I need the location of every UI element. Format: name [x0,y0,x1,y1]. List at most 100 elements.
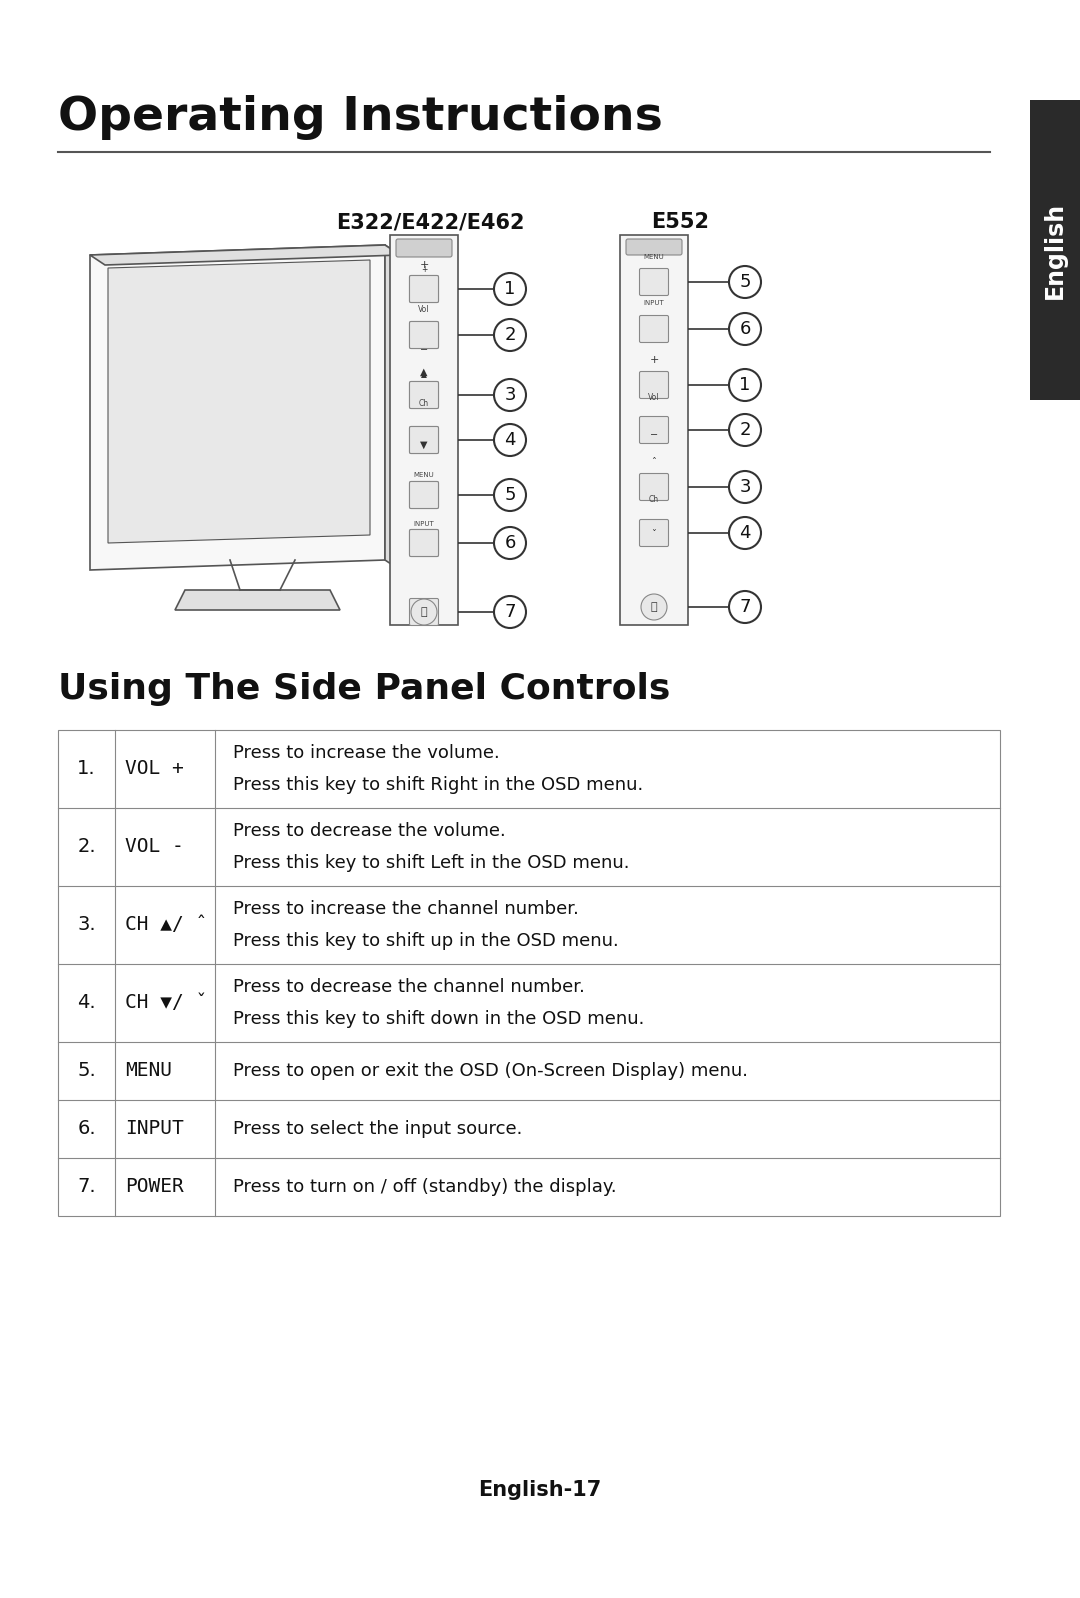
Text: MENU: MENU [644,254,664,260]
Text: Press to decrease the volume.: Press to decrease the volume. [233,823,505,841]
FancyBboxPatch shape [409,427,438,454]
FancyBboxPatch shape [639,519,669,547]
Text: 4: 4 [739,524,751,542]
Circle shape [729,591,761,623]
Text: Press to decrease the channel number.: Press to decrease the channel number. [233,978,585,997]
Text: Press to increase the volume.: Press to increase the volume. [233,745,500,762]
FancyBboxPatch shape [409,529,438,556]
Text: 3.: 3. [77,916,96,935]
FancyBboxPatch shape [409,427,438,454]
Text: MENU: MENU [414,471,434,478]
Polygon shape [390,235,458,625]
FancyBboxPatch shape [409,382,438,409]
FancyBboxPatch shape [639,268,669,296]
Text: CH ▼/ ˇ: CH ▼/ ˇ [125,994,207,1013]
Text: Ch: Ch [419,398,429,407]
Circle shape [494,379,526,411]
Text: 1: 1 [740,376,751,395]
Polygon shape [90,244,384,570]
Text: 7.: 7. [77,1178,96,1197]
FancyBboxPatch shape [639,473,669,500]
Text: Press to turn on / off (standby) the display.: Press to turn on / off (standby) the dis… [233,1178,617,1195]
Text: 3: 3 [739,478,751,495]
Text: VOL -: VOL - [125,837,184,857]
FancyBboxPatch shape [409,481,438,508]
Text: 2.: 2. [77,837,96,857]
Text: 1: 1 [504,280,515,297]
Text: 4: 4 [504,431,516,449]
Text: POWER: POWER [125,1178,184,1197]
Text: Press this key to shift Left in the OSD menu.: Press this key to shift Left in the OSD … [233,853,630,871]
Text: ˇ: ˇ [651,531,657,540]
Text: E322/E422/E462: E322/E422/E462 [336,213,524,232]
Polygon shape [1030,101,1080,400]
Text: English: English [1043,201,1067,299]
Text: 7: 7 [504,602,516,622]
Circle shape [494,423,526,455]
Text: Vol: Vol [648,393,660,403]
FancyBboxPatch shape [639,371,669,398]
Polygon shape [90,244,400,265]
Text: 6: 6 [504,534,515,551]
Text: ˆ: ˆ [651,459,657,468]
Text: 4.: 4. [77,994,96,1013]
Text: 7: 7 [739,598,751,615]
Text: Press to increase the channel number.: Press to increase the channel number. [233,900,579,919]
Circle shape [729,369,761,401]
Text: VOL +: VOL + [125,759,184,778]
FancyBboxPatch shape [409,382,438,409]
Text: Operating Instructions: Operating Instructions [58,94,663,141]
Text: Press this key to shift down in the OSD menu.: Press this key to shift down in the OSD … [233,1010,645,1028]
Text: 1.: 1. [77,759,96,778]
Circle shape [411,599,437,625]
Text: INPUT: INPUT [125,1120,184,1138]
Text: 5: 5 [739,273,751,291]
Text: Using The Side Panel Controls: Using The Side Panel Controls [58,673,671,706]
Text: +: + [421,265,428,273]
Text: 2: 2 [504,326,516,344]
Circle shape [729,414,761,446]
Text: 5: 5 [504,486,516,503]
Circle shape [642,594,667,620]
Polygon shape [384,244,400,570]
Text: 6.: 6. [77,1120,96,1138]
Text: Ch: Ch [649,495,659,505]
FancyBboxPatch shape [409,275,438,302]
Circle shape [729,265,761,297]
Text: ▼: ▼ [420,439,428,451]
Text: 5.: 5. [77,1061,96,1080]
Text: Vol: Vol [418,305,430,315]
Text: +: + [419,260,429,270]
Text: CH ▲/ ˆ: CH ▲/ ˆ [125,916,207,935]
Circle shape [494,596,526,628]
Text: INPUT: INPUT [414,521,434,527]
Text: ⏻: ⏻ [650,602,658,612]
Text: +: + [649,355,659,364]
FancyBboxPatch shape [396,240,453,257]
Text: −: − [650,430,658,439]
Circle shape [494,273,526,305]
Polygon shape [108,260,370,543]
Circle shape [494,479,526,511]
Text: Press to select the input source.: Press to select the input source. [233,1120,523,1138]
Polygon shape [175,590,340,610]
Text: ▲: ▲ [421,371,427,379]
Text: English-17: English-17 [478,1480,602,1501]
FancyBboxPatch shape [409,529,438,556]
Text: INPUT: INPUT [644,300,664,305]
Text: Press this key to shift up in the OSD menu.: Press this key to shift up in the OSD me… [233,932,619,949]
Text: 6: 6 [740,320,751,339]
Polygon shape [620,235,688,625]
Circle shape [729,313,761,345]
Text: 3: 3 [504,387,516,404]
FancyBboxPatch shape [409,275,438,302]
Text: MENU: MENU [125,1061,172,1080]
Circle shape [729,518,761,550]
FancyBboxPatch shape [626,240,681,256]
Circle shape [494,527,526,559]
Text: 2: 2 [739,420,751,439]
Text: E552: E552 [651,213,708,232]
Circle shape [729,471,761,503]
Circle shape [494,320,526,352]
FancyBboxPatch shape [409,321,438,348]
